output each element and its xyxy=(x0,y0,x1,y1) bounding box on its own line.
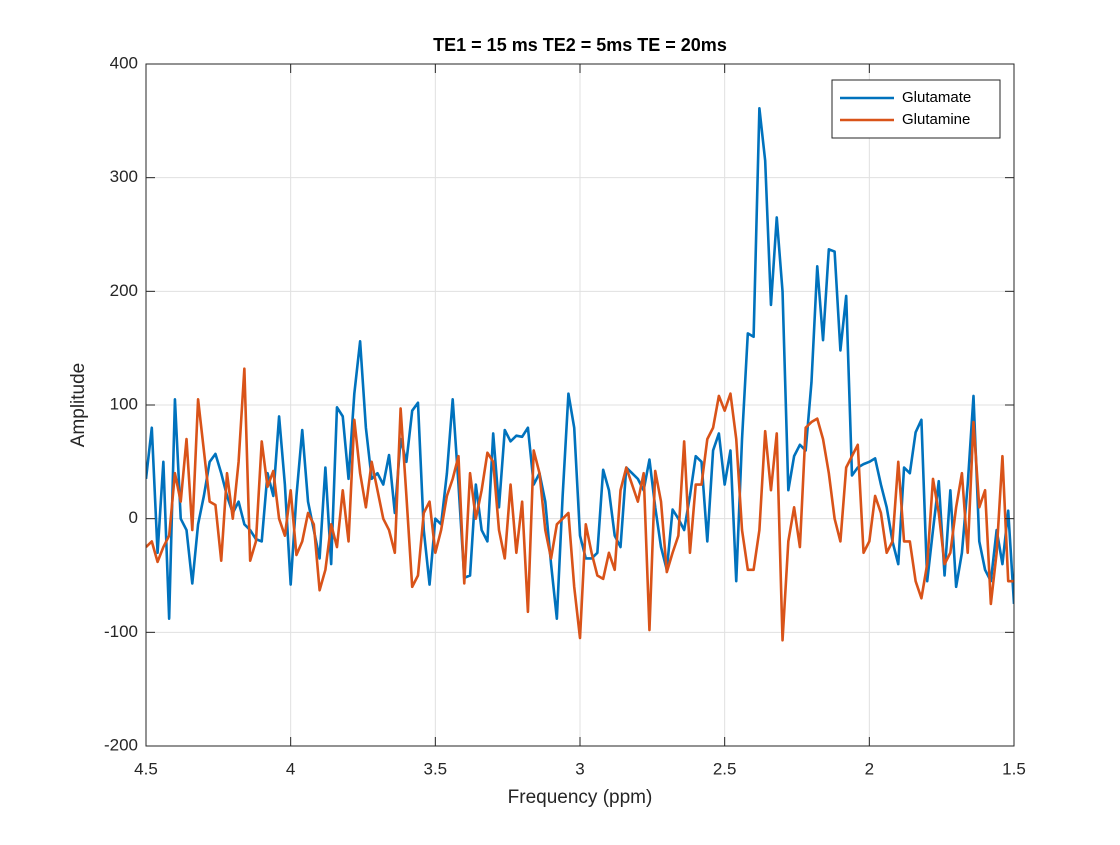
series-line xyxy=(146,107,1014,620)
x-tick-label: 2 xyxy=(865,759,874,778)
y-tick-label: 100 xyxy=(110,394,138,413)
y-tick-label: 400 xyxy=(110,53,138,72)
y-tick-label: 0 xyxy=(129,508,138,527)
x-tick-label: 1.5 xyxy=(1002,759,1026,778)
x-tick-label: 4.5 xyxy=(134,759,158,778)
x-axis-label: Frequency (ppm) xyxy=(508,787,653,808)
legend-label: Glutamate xyxy=(902,89,971,106)
legend-box xyxy=(831,79,1001,139)
y-tick-label: 200 xyxy=(110,281,138,300)
x-tick-label: 3 xyxy=(575,759,584,778)
x-tick-label: 4 xyxy=(286,759,295,778)
series-line xyxy=(146,367,1014,642)
x-tick-label: 3.5 xyxy=(424,759,448,778)
y-tick-label: -200 xyxy=(104,735,138,754)
y-axis-label: Amplitude xyxy=(68,363,89,448)
legend-label: Glutamine xyxy=(902,111,970,128)
y-tick-label: -100 xyxy=(104,622,138,641)
x-tick-label: 2.5 xyxy=(713,759,737,778)
chart-title: TE1 = 15 ms TE2 = 5ms TE = 20ms xyxy=(433,35,727,55)
y-tick-label: 300 xyxy=(110,167,138,186)
